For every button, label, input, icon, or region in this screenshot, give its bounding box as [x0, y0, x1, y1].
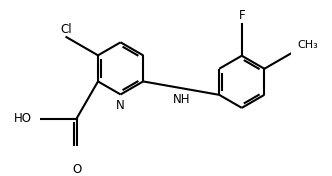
Text: CH₃: CH₃: [297, 40, 318, 49]
Text: F: F: [238, 9, 245, 21]
Text: O: O: [72, 164, 81, 176]
Text: HO: HO: [14, 112, 32, 125]
Text: NH: NH: [172, 93, 190, 106]
Text: Cl: Cl: [61, 23, 72, 36]
Text: N: N: [116, 99, 125, 112]
